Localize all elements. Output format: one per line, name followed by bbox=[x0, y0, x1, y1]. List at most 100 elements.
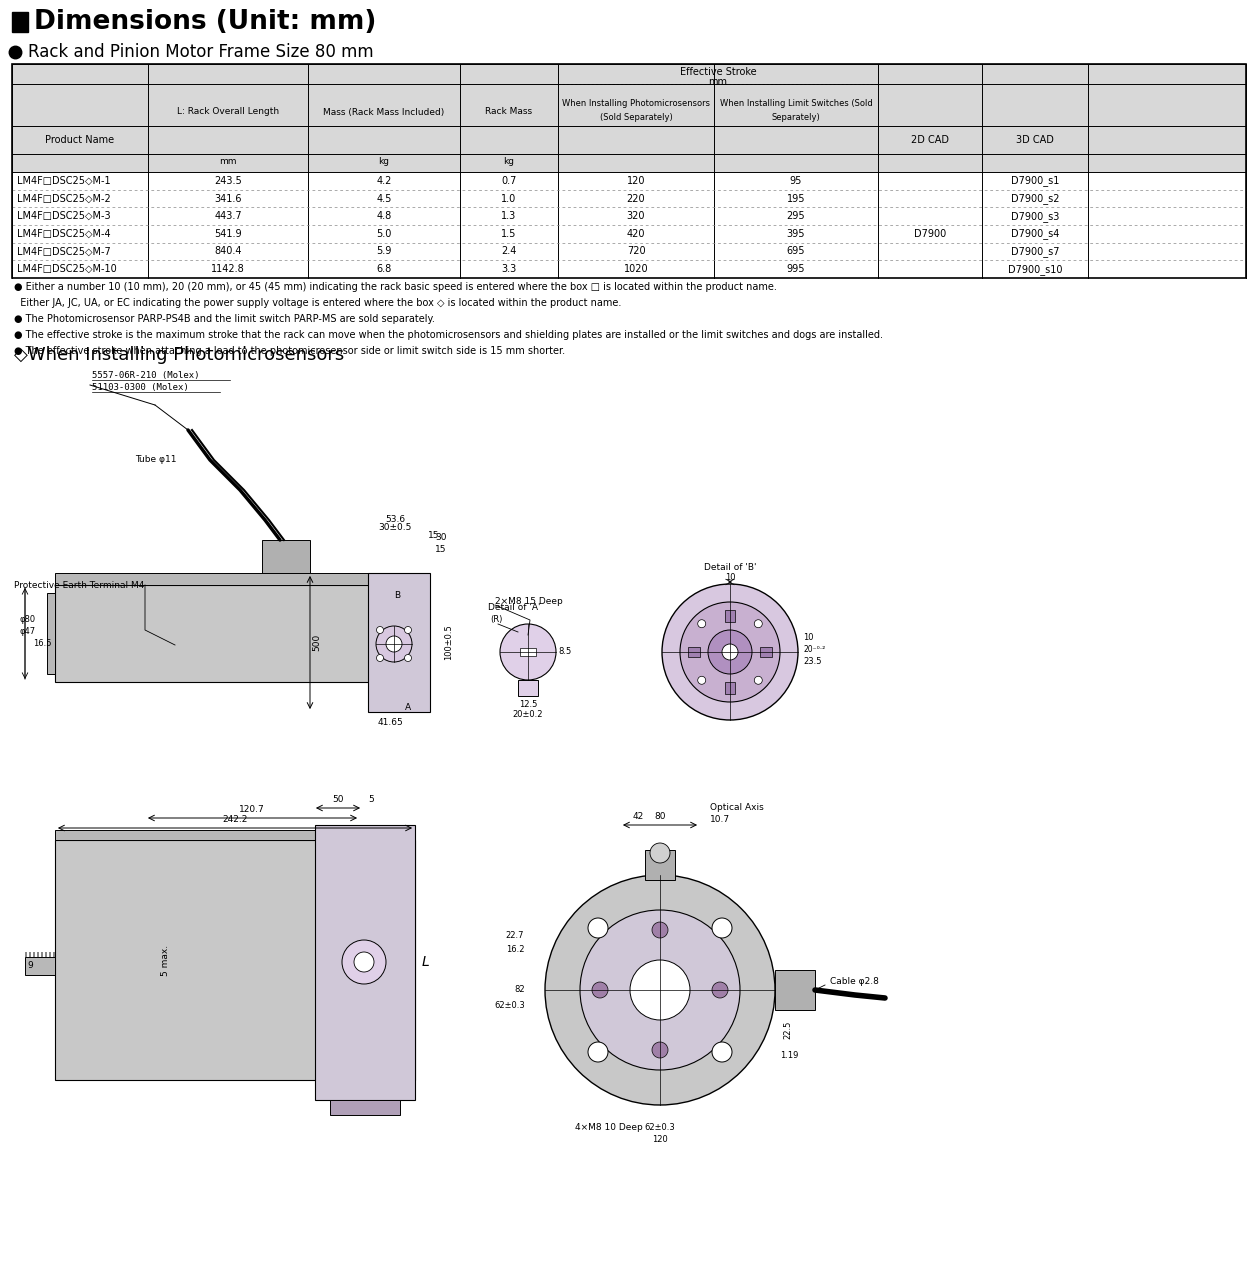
Text: Protective Earth Terminal M4: Protective Earth Terminal M4 bbox=[14, 581, 145, 590]
Text: 840.4: 840.4 bbox=[214, 247, 242, 256]
Text: 5557-06R-210 (Molex): 5557-06R-210 (Molex) bbox=[92, 371, 200, 380]
Bar bbox=[13, 64, 1245, 172]
Text: 80: 80 bbox=[654, 812, 665, 820]
Text: 50: 50 bbox=[332, 795, 343, 804]
Text: φ80: φ80 bbox=[20, 616, 36, 625]
Text: 5 max.: 5 max. bbox=[161, 945, 170, 975]
Bar bbox=[688, 646, 699, 657]
Text: 15: 15 bbox=[428, 530, 439, 539]
Text: D7900_s10: D7900_s10 bbox=[1008, 264, 1062, 275]
Circle shape bbox=[342, 940, 386, 984]
Bar bbox=[55, 840, 415, 1080]
Text: 395: 395 bbox=[786, 229, 805, 239]
Text: 22.5: 22.5 bbox=[782, 1021, 793, 1039]
Bar bbox=[760, 646, 772, 657]
Bar bbox=[330, 1100, 400, 1115]
Circle shape bbox=[593, 982, 608, 998]
Text: D7900_s4: D7900_s4 bbox=[1011, 228, 1059, 239]
Bar bbox=[369, 573, 430, 712]
Bar bbox=[645, 850, 676, 881]
Text: 541.9: 541.9 bbox=[214, 229, 242, 239]
Text: 1020: 1020 bbox=[624, 264, 648, 274]
Text: 242.2: 242.2 bbox=[223, 815, 248, 824]
Text: 62±0.3: 62±0.3 bbox=[644, 1123, 676, 1132]
Bar bbox=[775, 970, 815, 1010]
Text: Detail of 'B': Detail of 'B' bbox=[703, 563, 756, 572]
Circle shape bbox=[376, 626, 413, 662]
Text: Mass (Rack Mass Included): Mass (Rack Mass Included) bbox=[323, 108, 444, 116]
Text: 30±0.5: 30±0.5 bbox=[379, 524, 411, 532]
Text: LM4F□DSC25◇M-2: LM4F□DSC25◇M-2 bbox=[18, 193, 111, 204]
Circle shape bbox=[386, 636, 403, 652]
Text: Cable φ2.8: Cable φ2.8 bbox=[830, 978, 879, 987]
Text: 22.7: 22.7 bbox=[506, 931, 525, 940]
Text: mm: mm bbox=[708, 77, 727, 87]
Circle shape bbox=[712, 1042, 732, 1062]
Text: 1.19: 1.19 bbox=[780, 1051, 799, 1060]
Text: 10: 10 bbox=[725, 573, 735, 582]
Circle shape bbox=[712, 918, 732, 938]
Text: ● The Photomicrosensor PARP-PS4B and the limit switch PARP-MS are sold separatel: ● The Photomicrosensor PARP-PS4B and the… bbox=[14, 314, 435, 324]
Circle shape bbox=[376, 654, 384, 662]
Text: 120: 120 bbox=[626, 175, 645, 186]
Text: Rack and Pinion Motor Frame Size 80 mm: Rack and Pinion Motor Frame Size 80 mm bbox=[28, 44, 374, 61]
Circle shape bbox=[353, 952, 374, 972]
Text: 195: 195 bbox=[786, 193, 805, 204]
Text: 42: 42 bbox=[633, 812, 644, 820]
Text: B: B bbox=[394, 590, 400, 599]
Text: (R): (R) bbox=[491, 614, 502, 623]
Text: Rack Mass: Rack Mass bbox=[486, 108, 532, 116]
Text: Dimensions (Unit: mm): Dimensions (Unit: mm) bbox=[34, 9, 376, 35]
Text: D7900: D7900 bbox=[913, 229, 946, 239]
Text: LM4F□DSC25◇M-1: LM4F□DSC25◇M-1 bbox=[18, 175, 111, 186]
Text: kg: kg bbox=[379, 156, 390, 165]
Text: 695: 695 bbox=[786, 247, 805, 256]
Text: LM4F□DSC25◇M-3: LM4F□DSC25◇M-3 bbox=[18, 211, 111, 221]
Circle shape bbox=[405, 654, 411, 662]
Circle shape bbox=[708, 630, 752, 675]
Text: 3.3: 3.3 bbox=[502, 264, 517, 274]
Text: Effective Stroke: Effective Stroke bbox=[679, 67, 756, 77]
Bar bbox=[55, 585, 428, 682]
Text: 4.8: 4.8 bbox=[376, 211, 391, 221]
Bar bbox=[13, 189, 1245, 207]
Text: 100±0.5: 100±0.5 bbox=[444, 625, 453, 660]
Bar bbox=[13, 12, 28, 32]
Bar bbox=[47, 593, 55, 675]
Text: When Installing Limit Switches (Sold: When Installing Limit Switches (Sold bbox=[720, 100, 872, 109]
Text: 1.3: 1.3 bbox=[502, 211, 517, 221]
Text: 295: 295 bbox=[786, 211, 805, 221]
Bar bbox=[725, 682, 735, 694]
Text: Detail of 'A': Detail of 'A' bbox=[488, 603, 541, 612]
Text: Either JA, JC, UA, or EC indicating the power supply voltage is entered where th: Either JA, JC, UA, or EC indicating the … bbox=[14, 298, 621, 308]
Text: 341.6: 341.6 bbox=[214, 193, 242, 204]
Bar bbox=[33, 952, 35, 957]
Text: LM4F□DSC25◇M-7: LM4F□DSC25◇M-7 bbox=[18, 247, 111, 256]
Bar bbox=[25, 957, 55, 975]
Text: Product Name: Product Name bbox=[45, 134, 114, 145]
Circle shape bbox=[580, 910, 740, 1070]
Bar bbox=[13, 64, 1245, 278]
Text: 15: 15 bbox=[435, 545, 447, 554]
Bar bbox=[42, 952, 43, 957]
Bar bbox=[13, 260, 1245, 278]
Text: 16.5: 16.5 bbox=[33, 640, 52, 649]
Bar bbox=[13, 225, 1245, 243]
Text: LM4F□DSC25◇M-10: LM4F□DSC25◇M-10 bbox=[18, 264, 117, 274]
Text: Optical Axis: Optical Axis bbox=[710, 803, 764, 812]
Text: 0.7: 0.7 bbox=[501, 175, 517, 186]
Bar bbox=[53, 952, 55, 957]
Circle shape bbox=[587, 1042, 608, 1062]
Circle shape bbox=[650, 844, 671, 863]
Circle shape bbox=[652, 922, 668, 938]
Bar bbox=[262, 540, 309, 573]
Text: 62±0.3: 62±0.3 bbox=[494, 1001, 525, 1010]
Text: 120.7: 120.7 bbox=[239, 805, 265, 814]
Bar bbox=[55, 829, 415, 840]
Text: 20⁻⁰·²: 20⁻⁰·² bbox=[803, 645, 825, 654]
Text: 5.9: 5.9 bbox=[376, 247, 391, 256]
Text: ● The effective stroke is the maximum stroke that the rack can move when the pho: ● The effective stroke is the maximum st… bbox=[14, 330, 883, 340]
Text: 2×M8 15 Deep: 2×M8 15 Deep bbox=[494, 598, 562, 607]
Bar bbox=[13, 207, 1245, 225]
Text: 5: 5 bbox=[369, 795, 374, 804]
